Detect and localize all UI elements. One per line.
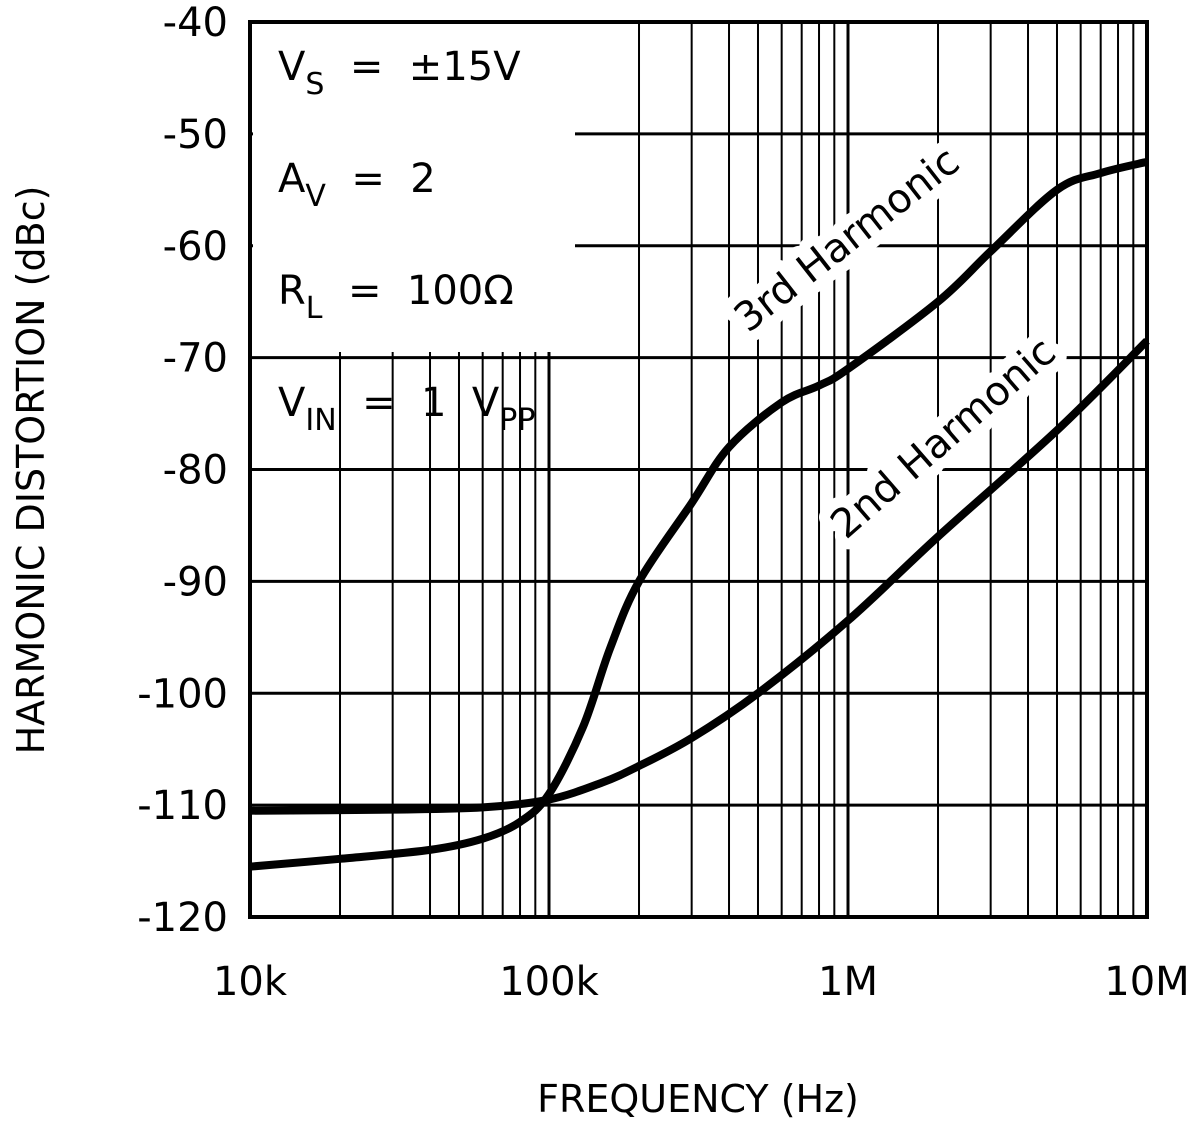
x-tick-labels: 10k 100k 1M 10M (213, 959, 1186, 1005)
condition-line: VS = ±15V (278, 44, 521, 102)
y-tick-label: -80 (163, 448, 228, 494)
x-tick-label: 1M (818, 959, 878, 1005)
curves (249, 157, 1150, 871)
y-axis-title: HARMONIC DISTORTION (dBc) (9, 186, 53, 755)
y-tick-label: -90 (163, 559, 228, 605)
x-axis-title: FREQUENCY (Hz) (537, 1077, 859, 1121)
y-tick-labels: -40 -50 -60 -70 -80 -90 -100 -110 -120 (137, 0, 228, 941)
plot-frame (248, 20, 1149, 919)
condition-line: RL = 100Ω (278, 268, 514, 326)
y-tick-label: -110 (137, 783, 228, 829)
y-tick-label: -60 (163, 224, 228, 270)
y-tick-label: -100 (137, 671, 228, 717)
series-line (249, 338, 1150, 815)
y-tick-label: -70 (163, 336, 228, 382)
condition-line: VIN = 1 VPP (278, 380, 535, 438)
x-tick-label: 10M (1104, 959, 1186, 1005)
y-tick-label: -40 (163, 0, 228, 46)
conditions-box-background (253, 24, 575, 352)
x-tick-label: 100k (499, 959, 599, 1005)
y-tick-label: -50 (163, 112, 228, 158)
y-tick-label: -120 (137, 895, 228, 941)
conditions-legend: VS = ±15V AV = 2 RL = 100Ω VIN = 1 VPP (278, 44, 535, 438)
series-line (249, 157, 1148, 871)
x-tick-label: 10k (213, 959, 288, 1005)
condition-line: AV = 2 (278, 156, 436, 214)
